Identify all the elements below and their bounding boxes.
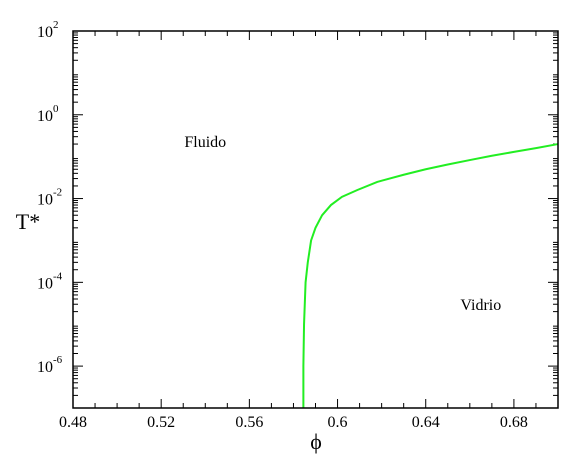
x-tick-label: 0.6 [328,414,348,431]
ticks-layer [72,30,558,408]
x-tick-label: 0.64 [412,414,440,431]
x-tick-label: 0.68 [500,414,528,431]
x-tick-label: 0.52 [147,414,175,431]
y-tick-label-exponent: -6 [53,354,63,366]
curve-layer [302,143,559,408]
x-tick-label: 0.56 [235,414,263,431]
y-axis-title: T* [16,209,40,234]
x-tick-label: 0.48 [59,414,87,431]
transition-curve [302,143,559,408]
plot-frame [72,30,559,409]
region-label: Vidrio [460,297,501,314]
region-label: Fluido [184,134,226,151]
y-tick-label-exponent: -4 [53,270,63,282]
y-tick-label-base: 10 [37,108,53,125]
y-tick-label-base: 10 [37,359,53,376]
y-tick-label-base: 10 [37,275,53,292]
y-tick-label-exponent: 2 [53,19,59,31]
y-tick-label-base: 10 [37,192,53,209]
x-axis-title: ϕ [310,429,322,454]
y-tick-label-exponent: -2 [53,187,62,199]
y-tick-label-exponent: 0 [53,103,59,115]
y-tick-label-base: 10 [37,24,53,41]
